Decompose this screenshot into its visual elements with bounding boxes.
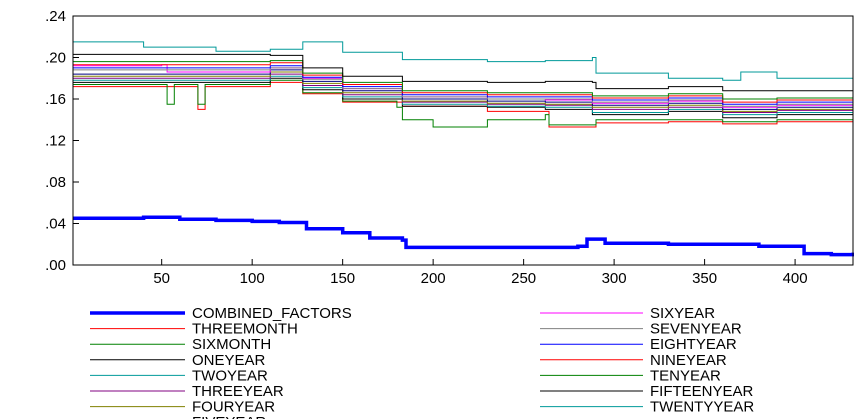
series-line-combined-factors bbox=[73, 215, 854, 257]
legend-label: TENYEAR bbox=[650, 367, 721, 384]
legend-label: FIVEYEAR bbox=[192, 414, 266, 419]
y-tick-label: .16 bbox=[45, 91, 66, 108]
legend-label: EIGHTYEAR bbox=[650, 336, 737, 353]
plot-frame bbox=[72, 15, 854, 266]
y-tick-label: .04 bbox=[45, 216, 66, 233]
legend-label: TWENTYYEAR bbox=[650, 399, 754, 416]
plot-lines bbox=[73, 41, 854, 257]
x-tick-label: 200 bbox=[421, 270, 446, 287]
series-line-sixmonth bbox=[73, 79, 854, 128]
series-line-sixyear bbox=[73, 64, 854, 110]
x-tick-label: 400 bbox=[783, 270, 808, 287]
x-tick-label: 150 bbox=[330, 270, 355, 287]
x-tick-label: 250 bbox=[511, 270, 536, 287]
legend-label: TWOYEAR bbox=[192, 367, 268, 384]
legend-label: ONEYEAR bbox=[192, 352, 266, 369]
x-tick-label: 300 bbox=[602, 270, 627, 287]
x-tick-label: 50 bbox=[153, 270, 170, 287]
series-line-fifteenyear bbox=[73, 53, 854, 96]
legend-label: COMBINED_FACTORS bbox=[192, 305, 352, 322]
y-tick-label: .12 bbox=[45, 133, 66, 150]
y-tick-label: .00 bbox=[45, 257, 66, 274]
y-tick-label: .20 bbox=[45, 50, 66, 67]
legend-label: SIXYEAR bbox=[650, 305, 715, 322]
series-line-twentyyear bbox=[73, 41, 854, 91]
x-axis: 50 100 150 200 250 300 350 400 bbox=[153, 259, 808, 287]
y-tick-label: .24 bbox=[45, 8, 66, 25]
y-tick-label: .08 bbox=[45, 174, 66, 191]
legend: COMBINED_FACTORSTHREEMONTHSIXMONTHONEYEA… bbox=[90, 305, 754, 419]
legend-label: FOURYEAR bbox=[192, 399, 275, 416]
legend-label: FIFTEENYEAR bbox=[650, 383, 754, 400]
legend-label: SEVENYEAR bbox=[650, 321, 742, 338]
x-tick-label: 100 bbox=[240, 270, 265, 287]
legend-label: SIXMONTH bbox=[192, 336, 271, 353]
legend-label: NINEYEAR bbox=[650, 352, 727, 369]
legend-label: THREEMONTH bbox=[192, 321, 298, 338]
y-axis: .00 .04 .08 .12 .16 .20 .24 bbox=[45, 8, 79, 274]
legend-label: THREEYEAR bbox=[192, 383, 284, 400]
x-tick-label: 350 bbox=[692, 270, 717, 287]
